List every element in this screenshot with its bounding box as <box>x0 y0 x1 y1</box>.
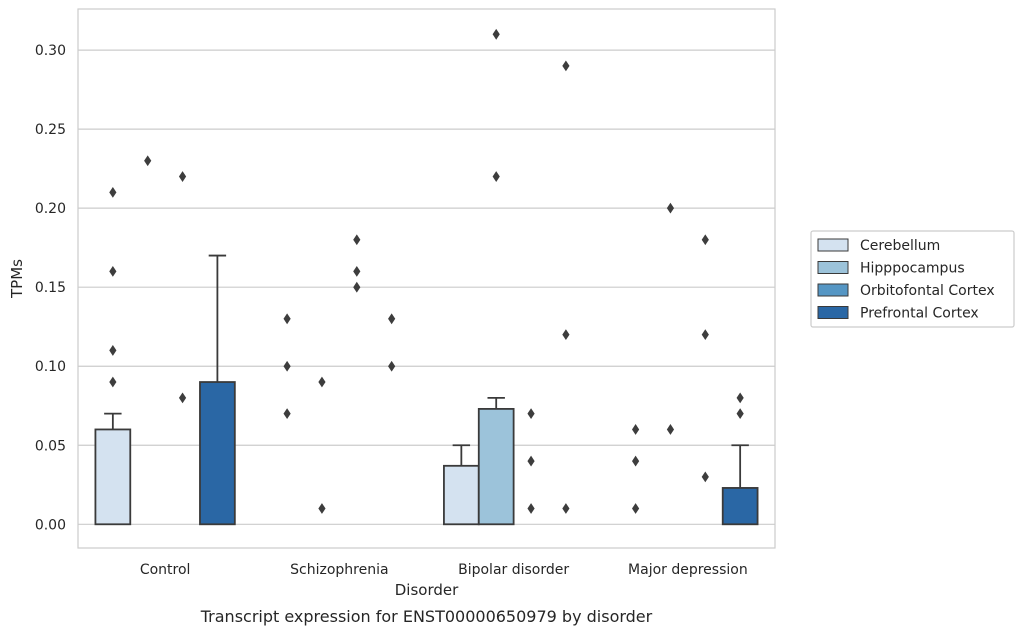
outliers <box>109 28 744 514</box>
outlier-point <box>562 329 570 341</box>
bar <box>721 487 759 526</box>
legend-label: Cerebellum <box>860 238 940 254</box>
outlier-point <box>283 313 291 325</box>
legend-label: Hipppocampus <box>860 261 965 277</box>
legend-swatch <box>817 238 849 252</box>
y-tick-label: 0.25 <box>35 122 66 138</box>
outlier-point <box>283 408 291 420</box>
bar <box>443 464 480 526</box>
y-tick-label: 0.00 <box>35 517 66 533</box>
outlier-point <box>632 424 640 435</box>
y-tick-label: 0.05 <box>35 438 66 454</box>
outlier-point <box>736 392 744 404</box>
x-axis-ticks: Control Schizophrenia Bipolar disorder Majo… <box>140 562 748 578</box>
x-axis-label: Disorder <box>395 581 459 599</box>
outlier-point <box>353 265 361 277</box>
outlier-point <box>666 202 675 214</box>
outlier-point <box>318 376 326 388</box>
legend-label: Prefrontal Cortex <box>860 306 979 322</box>
outlier-point <box>178 392 187 404</box>
outlier-point <box>701 234 709 246</box>
outlier-point <box>178 171 187 182</box>
x-tick-label: Schizophrenia <box>290 562 388 578</box>
plot-frame <box>77 8 776 549</box>
bar <box>199 381 236 526</box>
outlier-point <box>562 503 570 514</box>
outlier-point <box>353 234 361 246</box>
y-tick-label: 0.20 <box>35 201 66 217</box>
y-tick-label: 0.15 <box>35 280 66 296</box>
outlier-point <box>527 408 535 420</box>
outlier-point <box>666 424 675 435</box>
gridlines <box>78 49 775 525</box>
outlier-point <box>318 503 326 514</box>
y-tick-label: 0.30 <box>35 43 66 59</box>
whiskers <box>104 254 749 488</box>
outlier-point <box>527 455 535 467</box>
y-axis-label: TPMs <box>8 259 26 299</box>
y-axis-ticks: 0.00 0.05 0.10 0.15 0.20 0.25 0.30 <box>35 43 66 533</box>
x-tick-label: Major depression <box>628 562 748 578</box>
outlier-point <box>562 60 570 72</box>
legend-label: Orbitofontal Cortex <box>860 283 995 299</box>
outlier-point <box>701 471 709 483</box>
x-tick-label: Bipolar disorder <box>458 562 569 578</box>
x-tick-label: Control <box>140 562 191 578</box>
chart-caption: Transcript expression for ENST0000065097… <box>200 607 653 626</box>
outlier-point <box>109 265 117 277</box>
legend-swatch <box>817 283 849 297</box>
bars <box>94 381 759 526</box>
legend: Cerebellum Hipppocampus Orbitofontal Corte… <box>810 230 1015 328</box>
outlier-point <box>632 503 640 514</box>
outlier-point <box>492 28 500 40</box>
outlier-point <box>527 503 535 514</box>
outlier-point <box>701 329 709 341</box>
legend-swatch <box>817 306 849 319</box>
outlier-point <box>388 360 396 372</box>
legend-swatch <box>817 261 849 274</box>
legend-frame <box>810 230 1015 328</box>
outlier-point <box>144 155 152 167</box>
y-tick-label: 0.10 <box>35 359 66 375</box>
outlier-point <box>388 313 396 325</box>
bar <box>477 408 515 526</box>
outlier-point <box>109 186 117 198</box>
outlier-point <box>283 360 291 372</box>
outlier-point <box>109 376 117 388</box>
outlier-point <box>109 345 117 356</box>
outlier-point <box>492 171 500 182</box>
bar <box>94 428 132 526</box>
outlier-point <box>632 455 640 467</box>
outlier-point <box>736 408 744 420</box>
outlier-point <box>353 281 361 293</box>
